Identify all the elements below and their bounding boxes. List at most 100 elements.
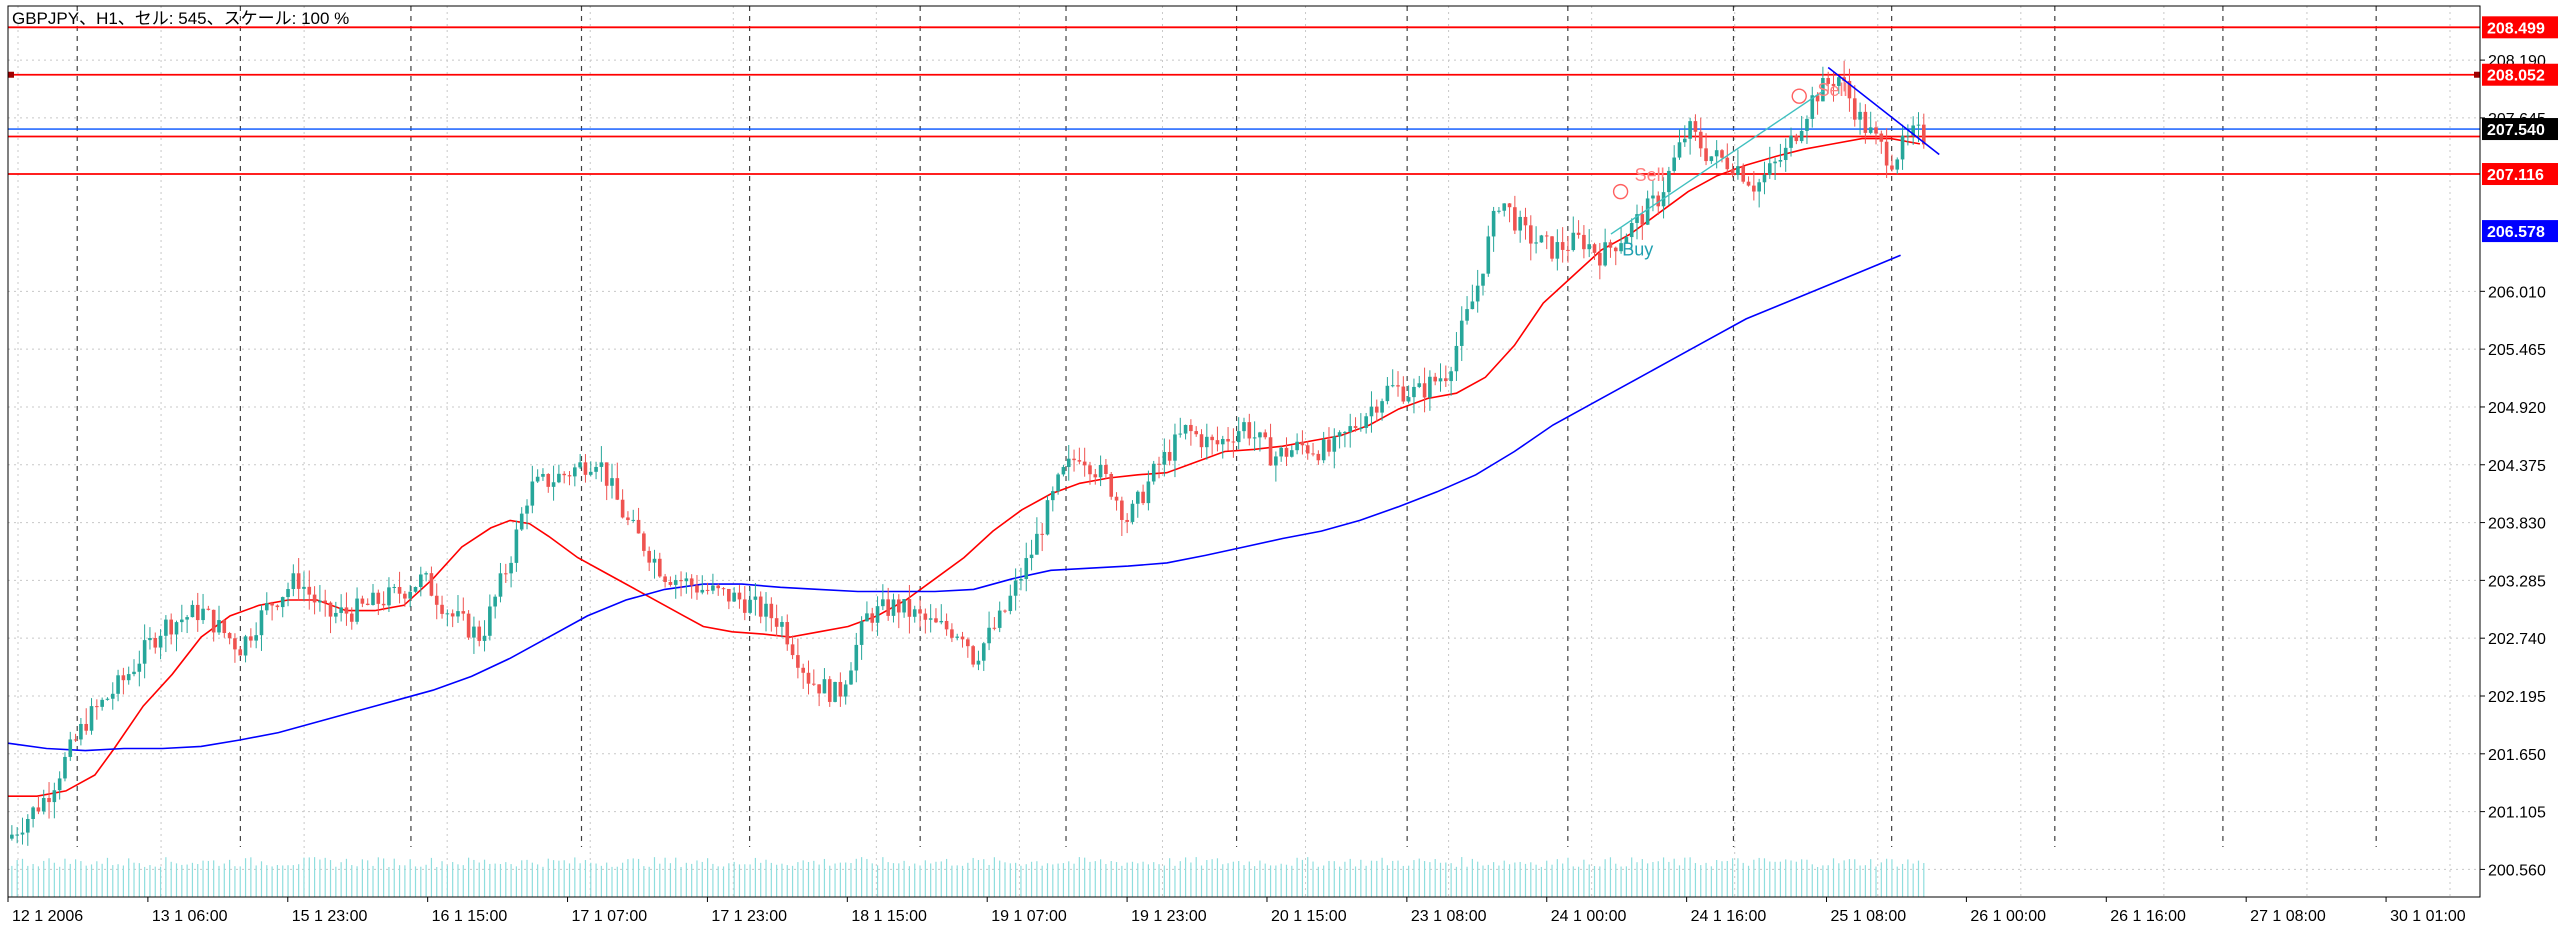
candle-body bbox=[1300, 441, 1305, 446]
level-handle-left[interactable] bbox=[8, 71, 14, 78]
candle-body bbox=[1725, 157, 1730, 170]
candle-body bbox=[1454, 345, 1459, 372]
candle-body bbox=[291, 573, 296, 590]
candle-body bbox=[1624, 237, 1629, 244]
price-tick-label: 204.920 bbox=[2488, 400, 2546, 417]
price-tag[interactable] bbox=[2482, 118, 2558, 141]
candle-body bbox=[493, 596, 497, 607]
candle-body bbox=[153, 637, 158, 648]
candle-body bbox=[477, 626, 482, 641]
candle-body bbox=[63, 756, 67, 779]
candle-body bbox=[413, 586, 418, 592]
candle-body bbox=[934, 618, 938, 623]
candle-body bbox=[1337, 432, 1342, 437]
candle-body bbox=[365, 603, 370, 605]
candle-body bbox=[1656, 195, 1661, 207]
candle-body bbox=[1762, 174, 1767, 183]
candle-body bbox=[1226, 438, 1230, 442]
candle-body bbox=[36, 807, 41, 812]
candle-body bbox=[742, 599, 747, 613]
candle-body bbox=[126, 674, 131, 681]
candle-body bbox=[1571, 232, 1576, 251]
candle-body bbox=[928, 618, 933, 620]
candle-body bbox=[408, 591, 412, 599]
candle-body bbox=[1470, 301, 1475, 310]
price-tag[interactable] bbox=[2482, 163, 2558, 186]
candle-body bbox=[1645, 198, 1650, 225]
trendline-up[interactable] bbox=[1610, 90, 1824, 235]
candle-body bbox=[1539, 235, 1544, 243]
candle-body bbox=[535, 476, 540, 482]
candle-body bbox=[1884, 141, 1889, 166]
candle-body bbox=[647, 550, 651, 563]
candle-body bbox=[1130, 503, 1135, 522]
candle-body bbox=[195, 604, 200, 621]
candle-body bbox=[1056, 474, 1060, 492]
candle-body bbox=[992, 627, 997, 629]
candle-body bbox=[631, 519, 636, 521]
price-tick-label: 205.465 bbox=[2488, 342, 2546, 359]
price-tag[interactable] bbox=[2482, 16, 2558, 39]
candle-body bbox=[1109, 473, 1114, 497]
candle-body bbox=[1821, 78, 1825, 102]
candle-body bbox=[955, 636, 960, 638]
candle-body bbox=[1465, 309, 1469, 321]
candle-body bbox=[1380, 401, 1384, 413]
price-tag[interactable] bbox=[2482, 63, 2558, 86]
candle-body bbox=[960, 636, 965, 640]
candle-body bbox=[668, 581, 673, 585]
candle-body bbox=[1576, 232, 1581, 235]
trendlines[interactable] bbox=[1610, 66, 1940, 235]
candle-body bbox=[981, 643, 986, 661]
candle-body bbox=[264, 603, 269, 611]
candle-body bbox=[1141, 491, 1145, 504]
candle-body bbox=[1343, 432, 1347, 434]
candle-body bbox=[1858, 111, 1862, 120]
time-tick-label: 12 1 2006 bbox=[12, 908, 83, 925]
candle-body bbox=[679, 580, 683, 582]
candle-body bbox=[684, 578, 689, 582]
candle-body bbox=[403, 593, 407, 599]
time-axis[interactable]: 12 1 2006 13 1 06:00 15 1 23:00 16 1 15:00 1… bbox=[7, 897, 2466, 925]
candle-body bbox=[472, 626, 476, 638]
candle-body bbox=[700, 589, 705, 593]
candle-body bbox=[466, 613, 471, 638]
candle-body bbox=[875, 606, 880, 623]
candle-body bbox=[1082, 461, 1087, 466]
candle-body bbox=[1629, 222, 1634, 238]
candle-body bbox=[509, 562, 513, 574]
price-level-lines[interactable] bbox=[8, 26, 2480, 175]
candle-body bbox=[1035, 533, 1039, 555]
candle-body bbox=[727, 588, 731, 602]
candle-body bbox=[344, 607, 349, 614]
candle-body bbox=[392, 586, 397, 588]
plot-frame bbox=[7, 5, 2481, 898]
candle-body bbox=[387, 587, 391, 606]
time-tick-label: 18 1 15:00 bbox=[851, 908, 927, 925]
price-axis[interactable]: 208.190207.645206.010205.465204.920204.3… bbox=[2480, 16, 2558, 879]
candle-body bbox=[79, 723, 83, 740]
price-tick-label: 201.105 bbox=[2488, 805, 2546, 822]
candle-body bbox=[1321, 439, 1326, 461]
candle-body bbox=[132, 671, 136, 675]
price-tag-label: 207.540 bbox=[2487, 122, 2545, 139]
fast-ma-line bbox=[8, 137, 1921, 797]
candle-body bbox=[780, 622, 784, 627]
candle-body bbox=[1783, 147, 1788, 161]
candle-body bbox=[1210, 436, 1214, 441]
level-handle-right[interactable] bbox=[2474, 71, 2480, 78]
time-tick-label: 19 1 07:00 bbox=[991, 908, 1067, 925]
price-tag[interactable] bbox=[2482, 220, 2558, 243]
candle-body bbox=[1247, 422, 1252, 439]
candle-body bbox=[1396, 385, 1400, 387]
trendline-down[interactable] bbox=[1827, 66, 1940, 156]
candle-body bbox=[158, 635, 163, 648]
candle-body bbox=[891, 599, 896, 616]
candle-body bbox=[429, 573, 434, 596]
candle-body bbox=[1390, 385, 1395, 387]
candle-body bbox=[116, 675, 120, 694]
moving-average-lines bbox=[7, 137, 1921, 797]
candle-body bbox=[822, 679, 827, 694]
